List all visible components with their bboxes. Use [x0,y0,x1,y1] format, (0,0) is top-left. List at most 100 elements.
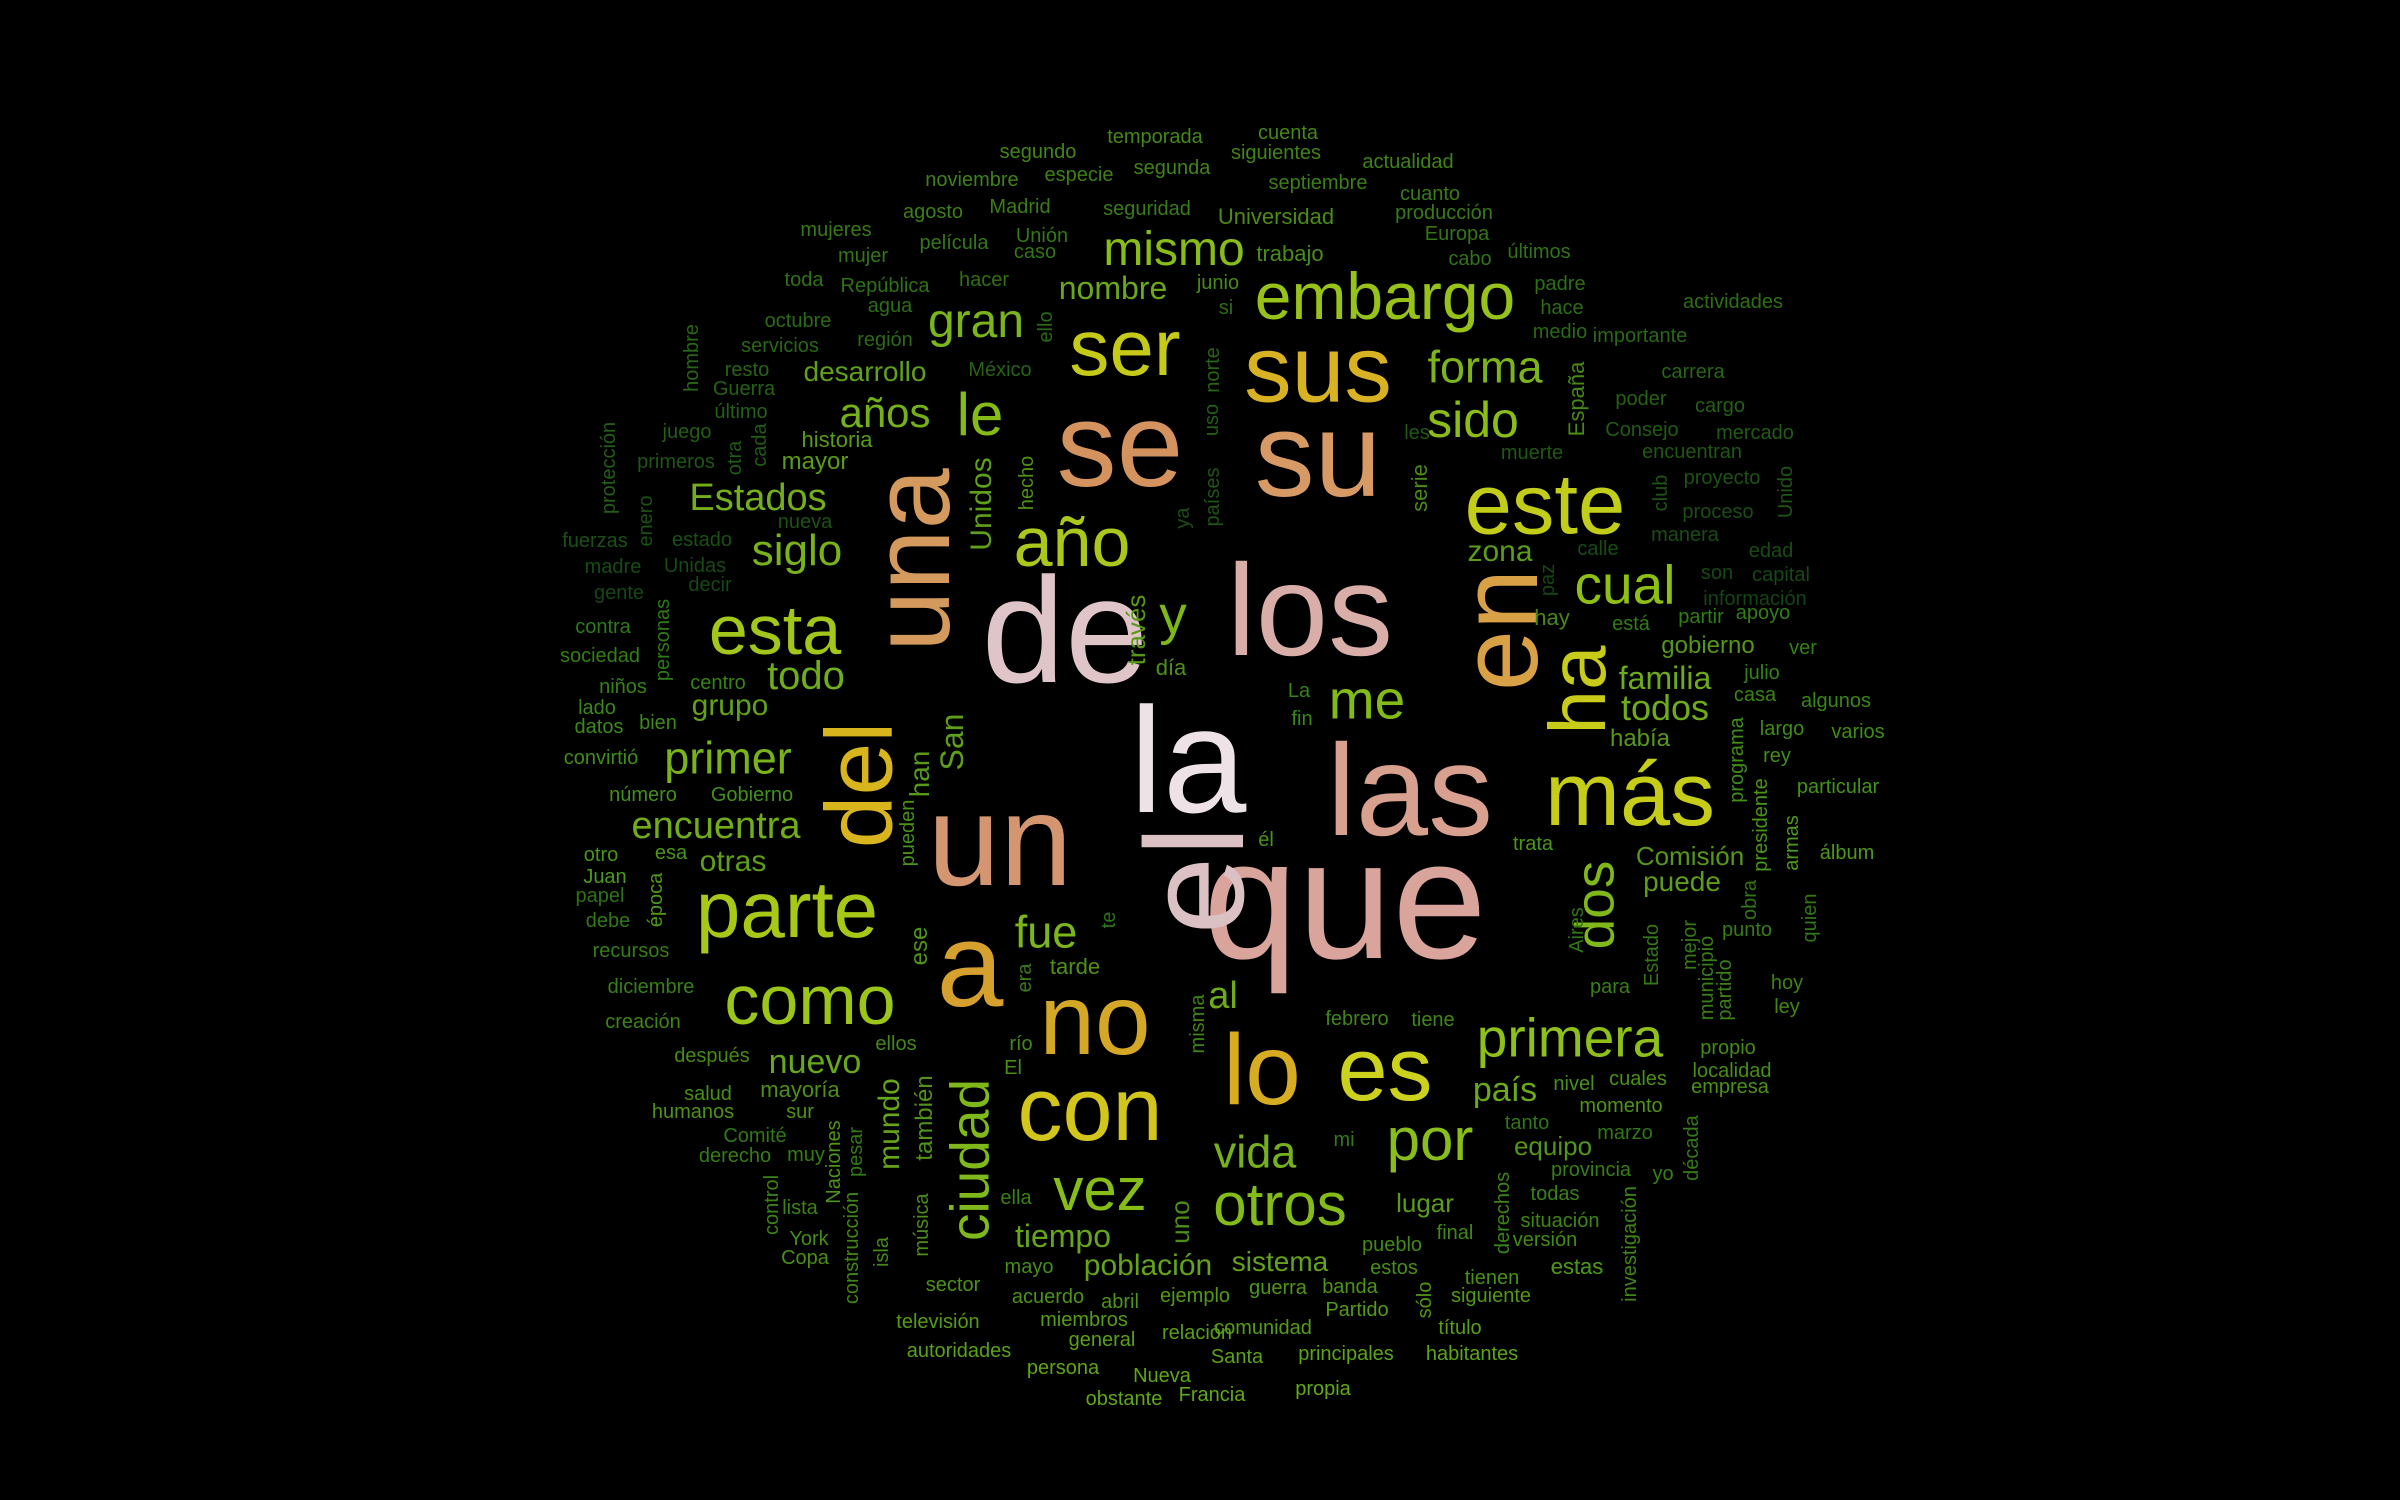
cloud-word: actividades [1682,291,1784,313]
cloud-word: agua [867,295,913,317]
cloud-word: puede [1643,866,1721,897]
cloud-word: Comisión [1635,841,1745,871]
cloud-word: nombre [1058,270,1168,306]
cloud-word: papel [575,885,625,907]
cloud-word: hace [1540,297,1584,319]
cloud-word: Universidad [1217,204,1335,229]
cloud-word: febrero [1325,1008,1389,1030]
cloud-word: segunda [1133,157,1211,179]
cloud-word: sociedad [559,645,641,667]
cloud-word: Unidos [965,457,998,551]
cloud-word: club [1650,474,1672,512]
cloud-word: banda [1322,1276,1378,1298]
cloud-word: creación [605,1011,681,1033]
cloud-word: propio [1700,1037,1756,1059]
cloud-word: todos [1620,687,1710,728]
cloud-word: propia [1295,1378,1351,1400]
cloud-word: y [1159,583,1187,646]
cloud-word: Estados [689,477,827,519]
cloud-word: gobierno [1661,632,1755,659]
cloud-word: película [919,232,989,254]
cloud-word: La [1287,680,1311,702]
cloud-word: sistema [1231,1246,1329,1277]
cloud-word: su [1254,388,1382,522]
cloud-word: álbum [1819,842,1875,864]
cloud-word: que [1203,805,1487,995]
cloud-word: particular [1796,776,1880,798]
cloud-word: esta [708,591,842,669]
cloud-word: madre [584,556,642,578]
cloud-word: tarde [1049,954,1101,979]
cloud-word: forma [1427,341,1543,393]
cloud-word: un [927,767,1073,913]
cloud-word: encuentra [631,805,801,847]
cloud-word: años [839,389,931,436]
cloud-word: España [1564,361,1589,437]
cloud-word: juego [662,421,712,443]
cloud-word: partido [1714,959,1736,1021]
cloud-word: Francia [1178,1384,1246,1406]
cloud-word: todas [1530,1183,1580,1205]
cloud-word: región [857,329,913,351]
cloud-word: septiembre [1268,172,1368,194]
cloud-word: él [1258,829,1274,851]
cloud-word: noviembre [925,169,1019,191]
cloud-word: siglo [751,526,843,575]
cloud-word: segundo [999,141,1077,163]
cloud-word: música [911,1193,933,1257]
cloud-word: través [1121,594,1151,666]
cloud-word: fue [1014,906,1078,958]
cloud-word: contra [575,616,631,638]
cloud-word: fuerzas [562,530,628,552]
cloud-word: acuerdo [1011,1286,1085,1308]
cloud-word: Nueva [1133,1365,1191,1387]
cloud-word: largo [1759,718,1805,740]
cloud-word: últimos [1507,241,1571,263]
cloud-word: esa [654,842,688,864]
cloud-word: otras [699,845,767,878]
cloud-word: persona [1026,1357,1100,1379]
cloud-word: vez [1053,1156,1147,1223]
cloud-word: algunos [1800,690,1872,712]
cloud-word: trabajo [1256,241,1324,266]
cloud-word: pueblo [1361,1234,1423,1256]
cloud-word: no [1039,964,1151,1076]
cloud-word: obra [1739,879,1761,921]
cloud-word: diciembre [607,976,695,998]
cloud-word: pesar [845,1126,867,1178]
cloud-word: hacer [958,269,1010,291]
cloud-word: después [674,1045,750,1067]
cloud-word: año [1013,503,1131,581]
cloud-word: varios [1831,721,1885,743]
cloud-word: paz [1537,563,1559,597]
cloud-word: enero [635,495,657,547]
cloud-word: sido [1427,392,1519,448]
cloud-word: equipo [1513,1131,1593,1161]
cloud-word: Unidas [663,555,727,577]
cloud-word: rey [1763,745,1791,767]
cloud-word: ser [1069,303,1181,392]
cloud-word: época [645,872,667,928]
cloud-word: población [1083,1249,1213,1282]
cloud-word: primer [664,732,792,784]
cloud-word: quien [1799,893,1821,943]
cloud-word: general [1068,1329,1136,1351]
cloud-word: lugar [1396,1188,1454,1218]
cloud-word: década [1681,1115,1703,1181]
cloud-word: bien [639,712,677,734]
cloud-word: tanto [1504,1112,1550,1134]
cloud-word: sus [1244,316,1392,423]
cloud-word: por [1386,1106,1474,1173]
cloud-word: estas [1550,1254,1604,1279]
cloud-word: era [1014,963,1036,993]
cloud-word: Comité [723,1125,787,1147]
cloud-word: Guerra [712,378,776,400]
cloud-word: Europa [1424,223,1490,245]
cloud-word: siguientes [1230,142,1322,164]
cloud-word: caso [1013,241,1057,263]
cloud-word: serie [1407,464,1432,512]
cloud-word: otra [724,440,746,476]
cloud-word: empresa [1691,1076,1769,1098]
cloud-word: sólo [1414,1281,1436,1319]
